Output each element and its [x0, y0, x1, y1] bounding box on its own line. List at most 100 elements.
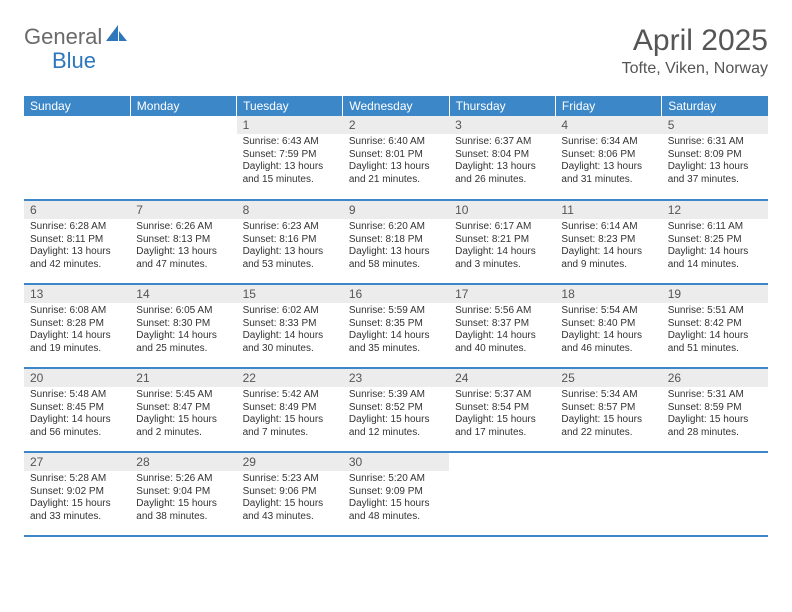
calendar-cell: 15Sunrise: 6:02 AMSunset: 8:33 PMDayligh…	[237, 284, 343, 368]
calendar-cell: 14Sunrise: 6:05 AMSunset: 8:30 PMDayligh…	[130, 284, 236, 368]
calendar-cell: 23Sunrise: 5:39 AMSunset: 8:52 PMDayligh…	[343, 368, 449, 452]
calendar-cell: 30Sunrise: 5:20 AMSunset: 9:09 PMDayligh…	[343, 452, 449, 536]
calendar-cell: 8Sunrise: 6:23 AMSunset: 8:16 PMDaylight…	[237, 200, 343, 284]
day-number: 2	[343, 116, 449, 134]
day-number: 12	[662, 201, 768, 219]
day-details: Sunrise: 6:31 AMSunset: 8:09 PMDaylight:…	[662, 134, 768, 190]
page-header: General April 2025 Tofte, Viken, Norway	[24, 24, 768, 78]
calendar-cell: 28Sunrise: 5:26 AMSunset: 9:04 PMDayligh…	[130, 452, 236, 536]
day-details: Sunrise: 5:26 AMSunset: 9:04 PMDaylight:…	[130, 471, 236, 527]
day-number: 30	[343, 453, 449, 471]
weekday-header: Wednesday	[343, 96, 449, 116]
day-details: Sunrise: 6:08 AMSunset: 8:28 PMDaylight:…	[24, 303, 130, 359]
calendar-cell: 2Sunrise: 6:40 AMSunset: 8:01 PMDaylight…	[343, 116, 449, 200]
calendar-cell: 17Sunrise: 5:56 AMSunset: 8:37 PMDayligh…	[449, 284, 555, 368]
calendar-row: 20Sunrise: 5:48 AMSunset: 8:45 PMDayligh…	[24, 368, 768, 452]
day-details: Sunrise: 6:26 AMSunset: 8:13 PMDaylight:…	[130, 219, 236, 275]
calendar-cell: 19Sunrise: 5:51 AMSunset: 8:42 PMDayligh…	[662, 284, 768, 368]
day-details: Sunrise: 6:14 AMSunset: 8:23 PMDaylight:…	[555, 219, 661, 275]
calendar-cell: 13Sunrise: 6:08 AMSunset: 8:28 PMDayligh…	[24, 284, 130, 368]
day-number: 10	[449, 201, 555, 219]
day-details: Sunrise: 5:45 AMSunset: 8:47 PMDaylight:…	[130, 387, 236, 443]
day-details: Sunrise: 5:39 AMSunset: 8:52 PMDaylight:…	[343, 387, 449, 443]
day-details: Sunrise: 6:05 AMSunset: 8:30 PMDaylight:…	[130, 303, 236, 359]
day-details: Sunrise: 6:28 AMSunset: 8:11 PMDaylight:…	[24, 219, 130, 275]
day-details: Sunrise: 5:54 AMSunset: 8:40 PMDaylight:…	[555, 303, 661, 359]
day-details: Sunrise: 6:11 AMSunset: 8:25 PMDaylight:…	[662, 219, 768, 275]
day-number: 15	[237, 285, 343, 303]
calendar-cell: 18Sunrise: 5:54 AMSunset: 8:40 PMDayligh…	[555, 284, 661, 368]
calendar-cell: 5Sunrise: 6:31 AMSunset: 8:09 PMDaylight…	[662, 116, 768, 200]
day-details: Sunrise: 5:23 AMSunset: 9:06 PMDaylight:…	[237, 471, 343, 527]
calendar-cell: 10Sunrise: 6:17 AMSunset: 8:21 PMDayligh…	[449, 200, 555, 284]
calendar-cell	[662, 452, 768, 536]
calendar-cell	[555, 452, 661, 536]
calendar-row: 13Sunrise: 6:08 AMSunset: 8:28 PMDayligh…	[24, 284, 768, 368]
calendar-cell: 3Sunrise: 6:37 AMSunset: 8:04 PMDaylight…	[449, 116, 555, 200]
calendar-cell: 6Sunrise: 6:28 AMSunset: 8:11 PMDaylight…	[24, 200, 130, 284]
day-number: 20	[24, 369, 130, 387]
day-number: 24	[449, 369, 555, 387]
day-details: Sunrise: 5:37 AMSunset: 8:54 PMDaylight:…	[449, 387, 555, 443]
logo-text-blue: Blue	[52, 48, 96, 73]
day-number: 18	[555, 285, 661, 303]
weekday-header: Thursday	[449, 96, 555, 116]
day-details: Sunrise: 6:20 AMSunset: 8:18 PMDaylight:…	[343, 219, 449, 275]
day-details: Sunrise: 6:43 AMSunset: 7:59 PMDaylight:…	[237, 134, 343, 190]
calendar-cell: 1Sunrise: 6:43 AMSunset: 7:59 PMDaylight…	[237, 116, 343, 200]
day-number: 5	[662, 116, 768, 134]
day-number: 28	[130, 453, 236, 471]
calendar-cell: 27Sunrise: 5:28 AMSunset: 9:02 PMDayligh…	[24, 452, 130, 536]
calendar-body: 1Sunrise: 6:43 AMSunset: 7:59 PMDaylight…	[24, 116, 768, 536]
calendar-cell: 26Sunrise: 5:31 AMSunset: 8:59 PMDayligh…	[662, 368, 768, 452]
calendar-cell: 24Sunrise: 5:37 AMSunset: 8:54 PMDayligh…	[449, 368, 555, 452]
day-number: 8	[237, 201, 343, 219]
calendar-cell: 20Sunrise: 5:48 AMSunset: 8:45 PMDayligh…	[24, 368, 130, 452]
calendar-cell: 4Sunrise: 6:34 AMSunset: 8:06 PMDaylight…	[555, 116, 661, 200]
calendar-row: 1Sunrise: 6:43 AMSunset: 7:59 PMDaylight…	[24, 116, 768, 200]
day-number: 22	[237, 369, 343, 387]
calendar-cell: 16Sunrise: 5:59 AMSunset: 8:35 PMDayligh…	[343, 284, 449, 368]
day-number: 29	[237, 453, 343, 471]
day-number: 23	[343, 369, 449, 387]
weekday-header: Tuesday	[237, 96, 343, 116]
day-number: 9	[343, 201, 449, 219]
weekday-header: Sunday	[24, 96, 130, 116]
day-number: 14	[130, 285, 236, 303]
day-details: Sunrise: 5:34 AMSunset: 8:57 PMDaylight:…	[555, 387, 661, 443]
day-number: 3	[449, 116, 555, 134]
day-number: 13	[24, 285, 130, 303]
day-details: Sunrise: 6:40 AMSunset: 8:01 PMDaylight:…	[343, 134, 449, 190]
day-details: Sunrise: 5:31 AMSunset: 8:59 PMDaylight:…	[662, 387, 768, 443]
day-number: 6	[24, 201, 130, 219]
day-details: Sunrise: 5:56 AMSunset: 8:37 PMDaylight:…	[449, 303, 555, 359]
day-number: 27	[24, 453, 130, 471]
calendar-cell: 11Sunrise: 6:14 AMSunset: 8:23 PMDayligh…	[555, 200, 661, 284]
calendar-cell: 9Sunrise: 6:20 AMSunset: 8:18 PMDaylight…	[343, 200, 449, 284]
day-number: 17	[449, 285, 555, 303]
calendar-cell: 25Sunrise: 5:34 AMSunset: 8:57 PMDayligh…	[555, 368, 661, 452]
day-details: Sunrise: 6:37 AMSunset: 8:04 PMDaylight:…	[449, 134, 555, 190]
title-block: April 2025 Tofte, Viken, Norway	[622, 24, 768, 78]
calendar-table: SundayMondayTuesdayWednesdayThursdayFrid…	[24, 96, 768, 537]
day-number: 26	[662, 369, 768, 387]
calendar-cell: 29Sunrise: 5:23 AMSunset: 9:06 PMDayligh…	[237, 452, 343, 536]
day-number: 21	[130, 369, 236, 387]
day-details: Sunrise: 5:59 AMSunset: 8:35 PMDaylight:…	[343, 303, 449, 359]
calendar-row: 6Sunrise: 6:28 AMSunset: 8:11 PMDaylight…	[24, 200, 768, 284]
weekday-header-row: SundayMondayTuesdayWednesdayThursdayFrid…	[24, 96, 768, 116]
day-details: Sunrise: 5:28 AMSunset: 9:02 PMDaylight:…	[24, 471, 130, 527]
month-title: April 2025	[622, 24, 768, 58]
calendar-cell	[24, 116, 130, 200]
day-details: Sunrise: 6:34 AMSunset: 8:06 PMDaylight:…	[555, 134, 661, 190]
day-number: 11	[555, 201, 661, 219]
day-number: 1	[237, 116, 343, 134]
day-details: Sunrise: 6:23 AMSunset: 8:16 PMDaylight:…	[237, 219, 343, 275]
day-details: Sunrise: 5:42 AMSunset: 8:49 PMDaylight:…	[237, 387, 343, 443]
day-number: 4	[555, 116, 661, 134]
location: Tofte, Viken, Norway	[622, 60, 768, 78]
day-number: 16	[343, 285, 449, 303]
calendar-cell: 12Sunrise: 6:11 AMSunset: 8:25 PMDayligh…	[662, 200, 768, 284]
calendar-cell	[130, 116, 236, 200]
weekday-header: Friday	[555, 96, 661, 116]
